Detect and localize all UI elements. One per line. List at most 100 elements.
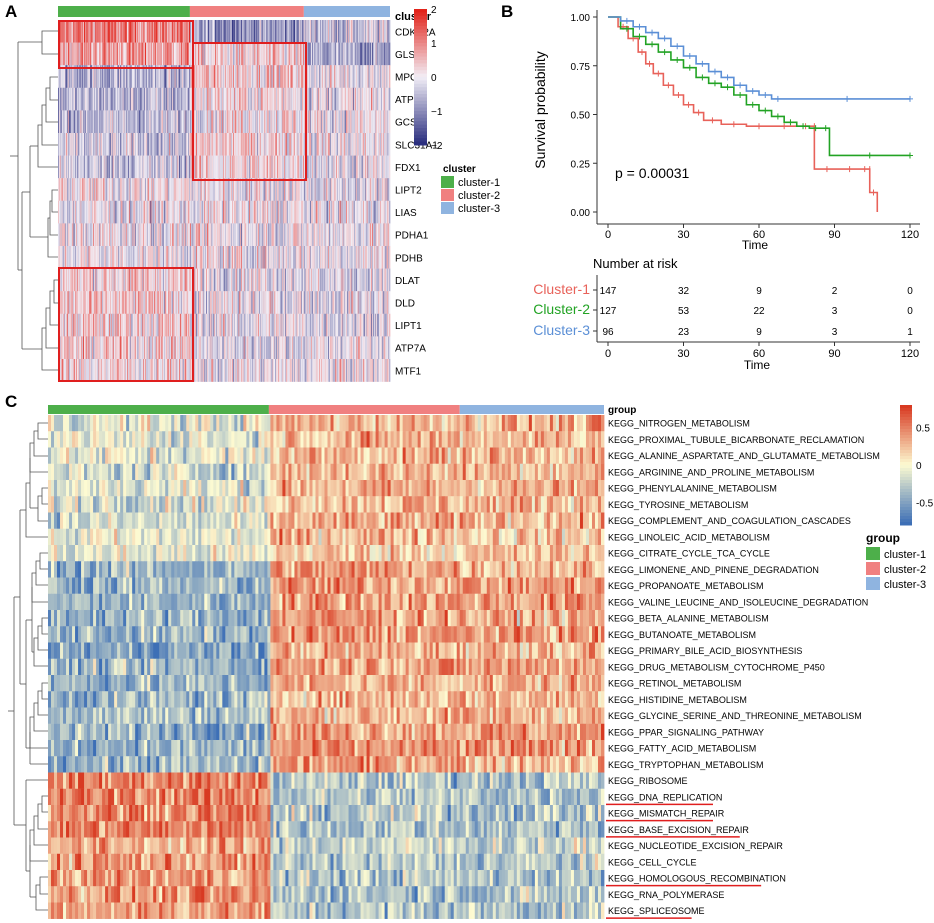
heatmap-cell xyxy=(60,20,62,43)
heatmap-cell xyxy=(232,110,235,134)
heatmap-cell xyxy=(170,200,172,224)
heatmap-cell xyxy=(324,133,326,156)
heatmap-cell xyxy=(68,155,71,179)
heatmap-cell xyxy=(158,223,160,247)
heatmap-cell xyxy=(339,178,341,201)
heatmap-cell xyxy=(64,178,66,201)
heatmap-cell xyxy=(208,110,210,134)
heatmap-cell xyxy=(388,178,390,201)
heatmap-cell xyxy=(106,200,108,224)
heatmap-cell xyxy=(305,223,307,247)
heatmap-cell xyxy=(211,155,213,179)
heatmap-cell xyxy=(320,20,323,43)
heatmap-cell xyxy=(150,133,152,156)
heatmap-cell xyxy=(311,223,313,247)
heatmap-cell xyxy=(224,200,227,224)
heatmap-cell xyxy=(231,65,233,88)
heatmap-cell xyxy=(327,87,329,111)
heatmap-cell xyxy=(69,87,71,111)
heatmap-cell xyxy=(285,87,288,111)
heatmap-cell xyxy=(112,20,114,43)
heatmap-cell xyxy=(173,65,175,88)
heatmap-cell xyxy=(257,268,259,292)
heatmap-cell xyxy=(125,42,127,66)
heatmap-cell xyxy=(167,42,169,66)
heatmap-cell xyxy=(79,246,81,269)
heatmap-cell xyxy=(171,178,174,201)
heatmap-cell xyxy=(346,246,349,269)
heatmap-cell xyxy=(301,246,303,269)
heatmap-cell xyxy=(326,133,328,156)
heatmap-cell xyxy=(100,178,102,201)
heatmap-cell xyxy=(146,291,149,314)
heatmap-cell xyxy=(321,246,324,269)
heatmap-cell xyxy=(205,200,207,224)
heatmap-cell xyxy=(159,291,161,314)
heatmap-cell xyxy=(103,65,106,88)
heatmap-cell xyxy=(257,178,259,201)
heatmap-cell xyxy=(76,178,79,201)
heatmap-cell xyxy=(262,42,264,66)
heatmap-cell xyxy=(227,20,229,43)
heatmap-cell xyxy=(117,291,119,314)
heatmap-cell xyxy=(120,87,123,111)
heatmap-cell xyxy=(141,268,143,292)
heatmap-cell xyxy=(235,155,237,179)
heatmap-cell xyxy=(134,291,136,314)
heatmap-cell xyxy=(310,20,312,43)
heatmap-cell xyxy=(381,133,384,156)
heatmap-cell xyxy=(372,223,374,247)
heatmap-cell xyxy=(100,87,102,111)
heatmap-cell xyxy=(388,20,390,43)
heatmap-cell xyxy=(215,110,217,134)
heatmap-cell xyxy=(362,42,364,66)
heatmap-cell xyxy=(384,65,386,88)
heatmap-cell xyxy=(118,133,120,156)
heatmap-cell xyxy=(75,133,77,156)
heatmap-cell xyxy=(75,223,78,247)
heatmap-cell xyxy=(128,246,131,269)
heatmap-cell xyxy=(366,268,368,292)
heatmap-cell xyxy=(261,178,263,201)
heatmap-cell xyxy=(70,178,72,201)
heatmap-cell xyxy=(89,110,91,134)
heatmap-cell xyxy=(151,223,153,247)
heatmap-cell xyxy=(358,65,360,88)
heatmap-cell xyxy=(138,178,141,201)
heatmap-cell xyxy=(142,200,144,224)
heatmap-cell xyxy=(230,110,232,134)
heatmap-cell xyxy=(272,65,274,88)
heatmap-cell xyxy=(302,268,305,292)
heatmap-cell xyxy=(101,291,103,314)
heatmap-cell xyxy=(74,223,76,247)
heatmap-cell xyxy=(201,42,203,66)
heatmap-cell xyxy=(196,42,198,66)
heatmap-cell xyxy=(241,200,244,224)
heatmap-cell xyxy=(360,20,362,43)
heatmap-cell xyxy=(300,110,302,134)
heatmap-cell xyxy=(355,20,357,43)
heatmap-cell xyxy=(230,155,232,179)
heatmap-cell xyxy=(147,110,149,134)
heatmap-cell xyxy=(221,200,223,224)
heatmap-cell xyxy=(213,42,215,66)
heatmap-cell xyxy=(389,87,391,111)
heatmap-cell xyxy=(345,42,347,66)
heatmap-cell xyxy=(365,200,368,224)
heatmap-cell xyxy=(164,200,167,224)
heatmap-cell xyxy=(65,65,67,88)
heatmap-cell xyxy=(197,42,200,66)
heatmap-cell xyxy=(130,155,132,179)
heatmap-cell xyxy=(287,20,289,43)
heatmap-cell xyxy=(93,291,96,314)
heatmap-cell xyxy=(87,313,89,337)
heatmap-cell xyxy=(114,291,116,314)
heatmap-cell xyxy=(336,178,338,201)
heatmap-cell xyxy=(161,200,163,224)
heatmap-cell xyxy=(239,42,241,66)
heatmap-cell xyxy=(159,313,161,337)
heatmap-cell xyxy=(188,65,190,88)
heatmap-cell xyxy=(176,178,178,201)
heatmap-cell xyxy=(384,155,386,179)
heatmap-cell xyxy=(133,246,135,269)
